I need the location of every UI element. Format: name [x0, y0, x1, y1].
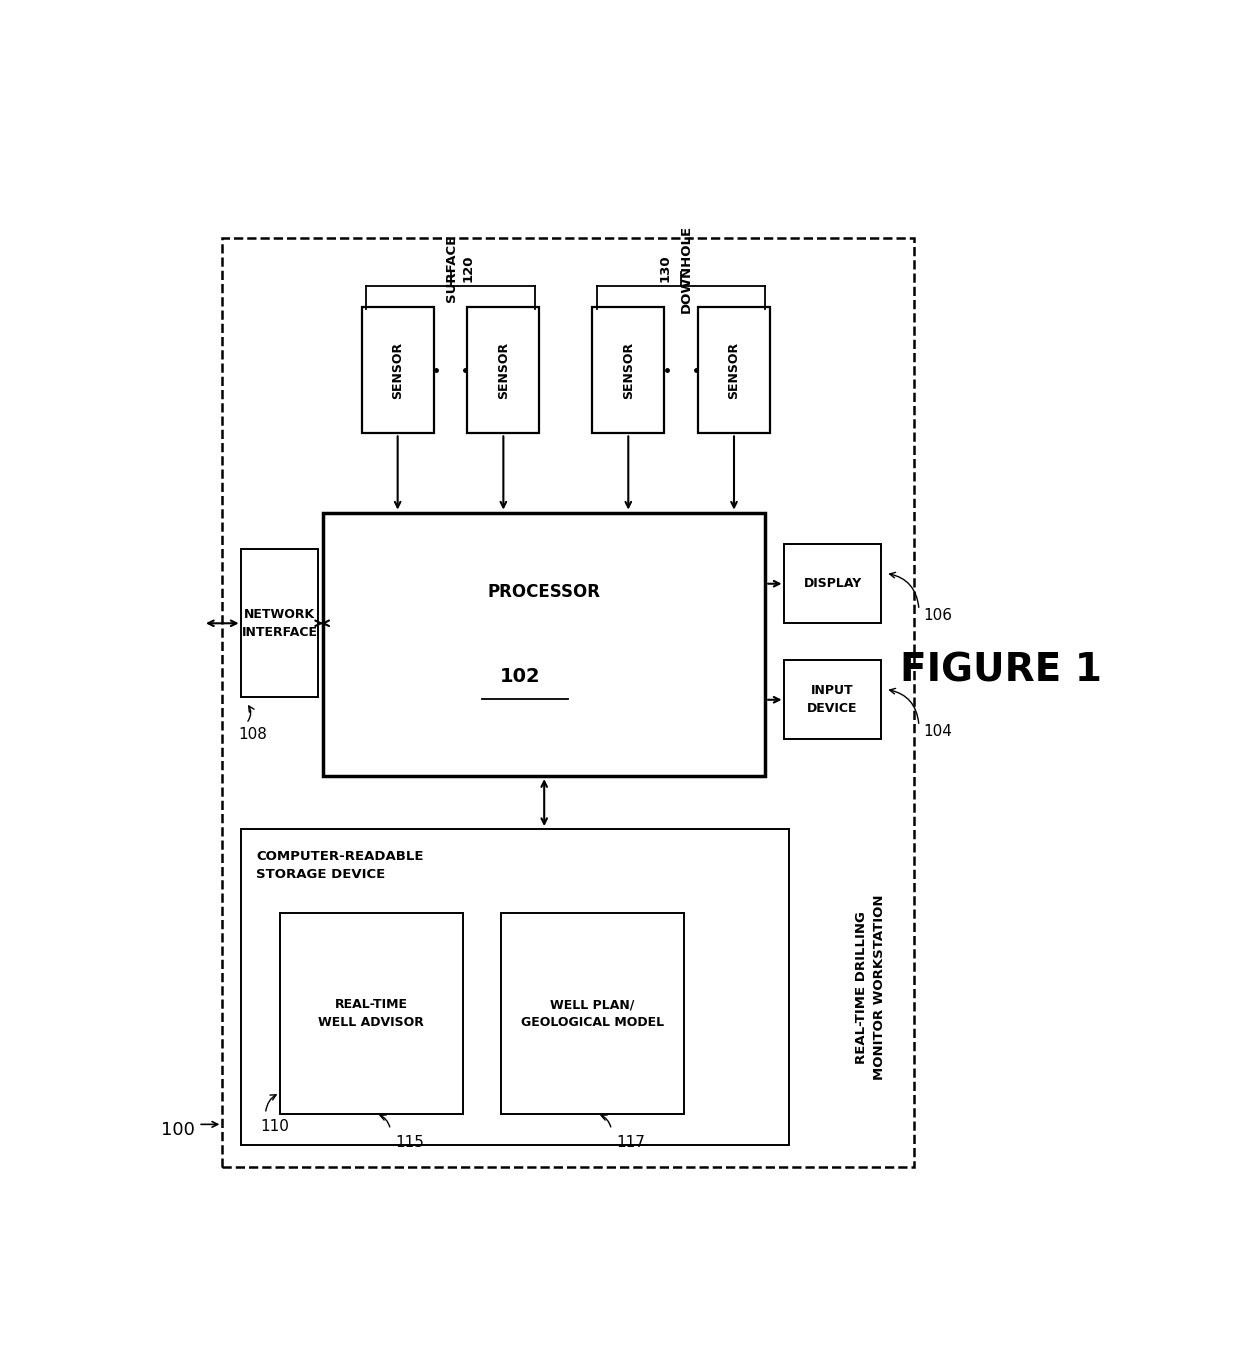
Bar — [785, 544, 880, 623]
Bar — [324, 512, 765, 777]
Text: 106: 106 — [924, 608, 952, 623]
Text: SURFACE: SURFACE — [445, 236, 459, 303]
Text: FIGURE 1: FIGURE 1 — [900, 652, 1101, 689]
Bar — [242, 549, 319, 697]
Text: WELL PLAN/
GEOLOGICAL MODEL: WELL PLAN/ GEOLOGICAL MODEL — [521, 999, 663, 1029]
Text: SENSOR: SENSOR — [728, 341, 740, 399]
Text: INPUT
DEVICE: INPUT DEVICE — [807, 684, 858, 715]
Bar — [785, 660, 880, 740]
Text: 108: 108 — [238, 726, 268, 741]
Text: DISPLAY: DISPLAY — [804, 577, 862, 590]
Text: 130: 130 — [658, 255, 672, 282]
Bar — [593, 307, 665, 433]
Bar — [698, 307, 770, 433]
Text: DOWNHOLE: DOWNHOLE — [680, 225, 693, 312]
Text: 117: 117 — [616, 1134, 645, 1149]
Bar — [362, 307, 434, 433]
Text: 120: 120 — [461, 255, 475, 282]
Text: SENSOR: SENSOR — [497, 341, 510, 399]
Text: PROCESSOR: PROCESSOR — [487, 582, 600, 600]
Text: 100: 100 — [161, 1121, 196, 1138]
Text: 104: 104 — [924, 723, 952, 738]
Bar — [280, 914, 463, 1114]
Bar — [501, 914, 683, 1114]
Bar — [222, 238, 914, 1167]
Bar — [467, 307, 539, 433]
Text: 110: 110 — [260, 1119, 290, 1134]
Text: REAL-TIME DRILLING
MONITOR WORKSTATION: REAL-TIME DRILLING MONITOR WORKSTATION — [856, 895, 887, 1080]
Text: SENSOR: SENSOR — [621, 341, 635, 399]
Text: SENSOR: SENSOR — [391, 341, 404, 399]
Text: 102: 102 — [500, 667, 541, 685]
Text: 115: 115 — [396, 1134, 424, 1149]
Text: COMPUTER-READABLE
STORAGE DEVICE: COMPUTER-READABLE STORAGE DEVICE — [255, 849, 423, 881]
Text: REAL-TIME
WELL ADVISOR: REAL-TIME WELL ADVISOR — [319, 999, 424, 1029]
Bar — [242, 829, 789, 1145]
Text: NETWORK
INTERFACE: NETWORK INTERFACE — [242, 608, 317, 638]
